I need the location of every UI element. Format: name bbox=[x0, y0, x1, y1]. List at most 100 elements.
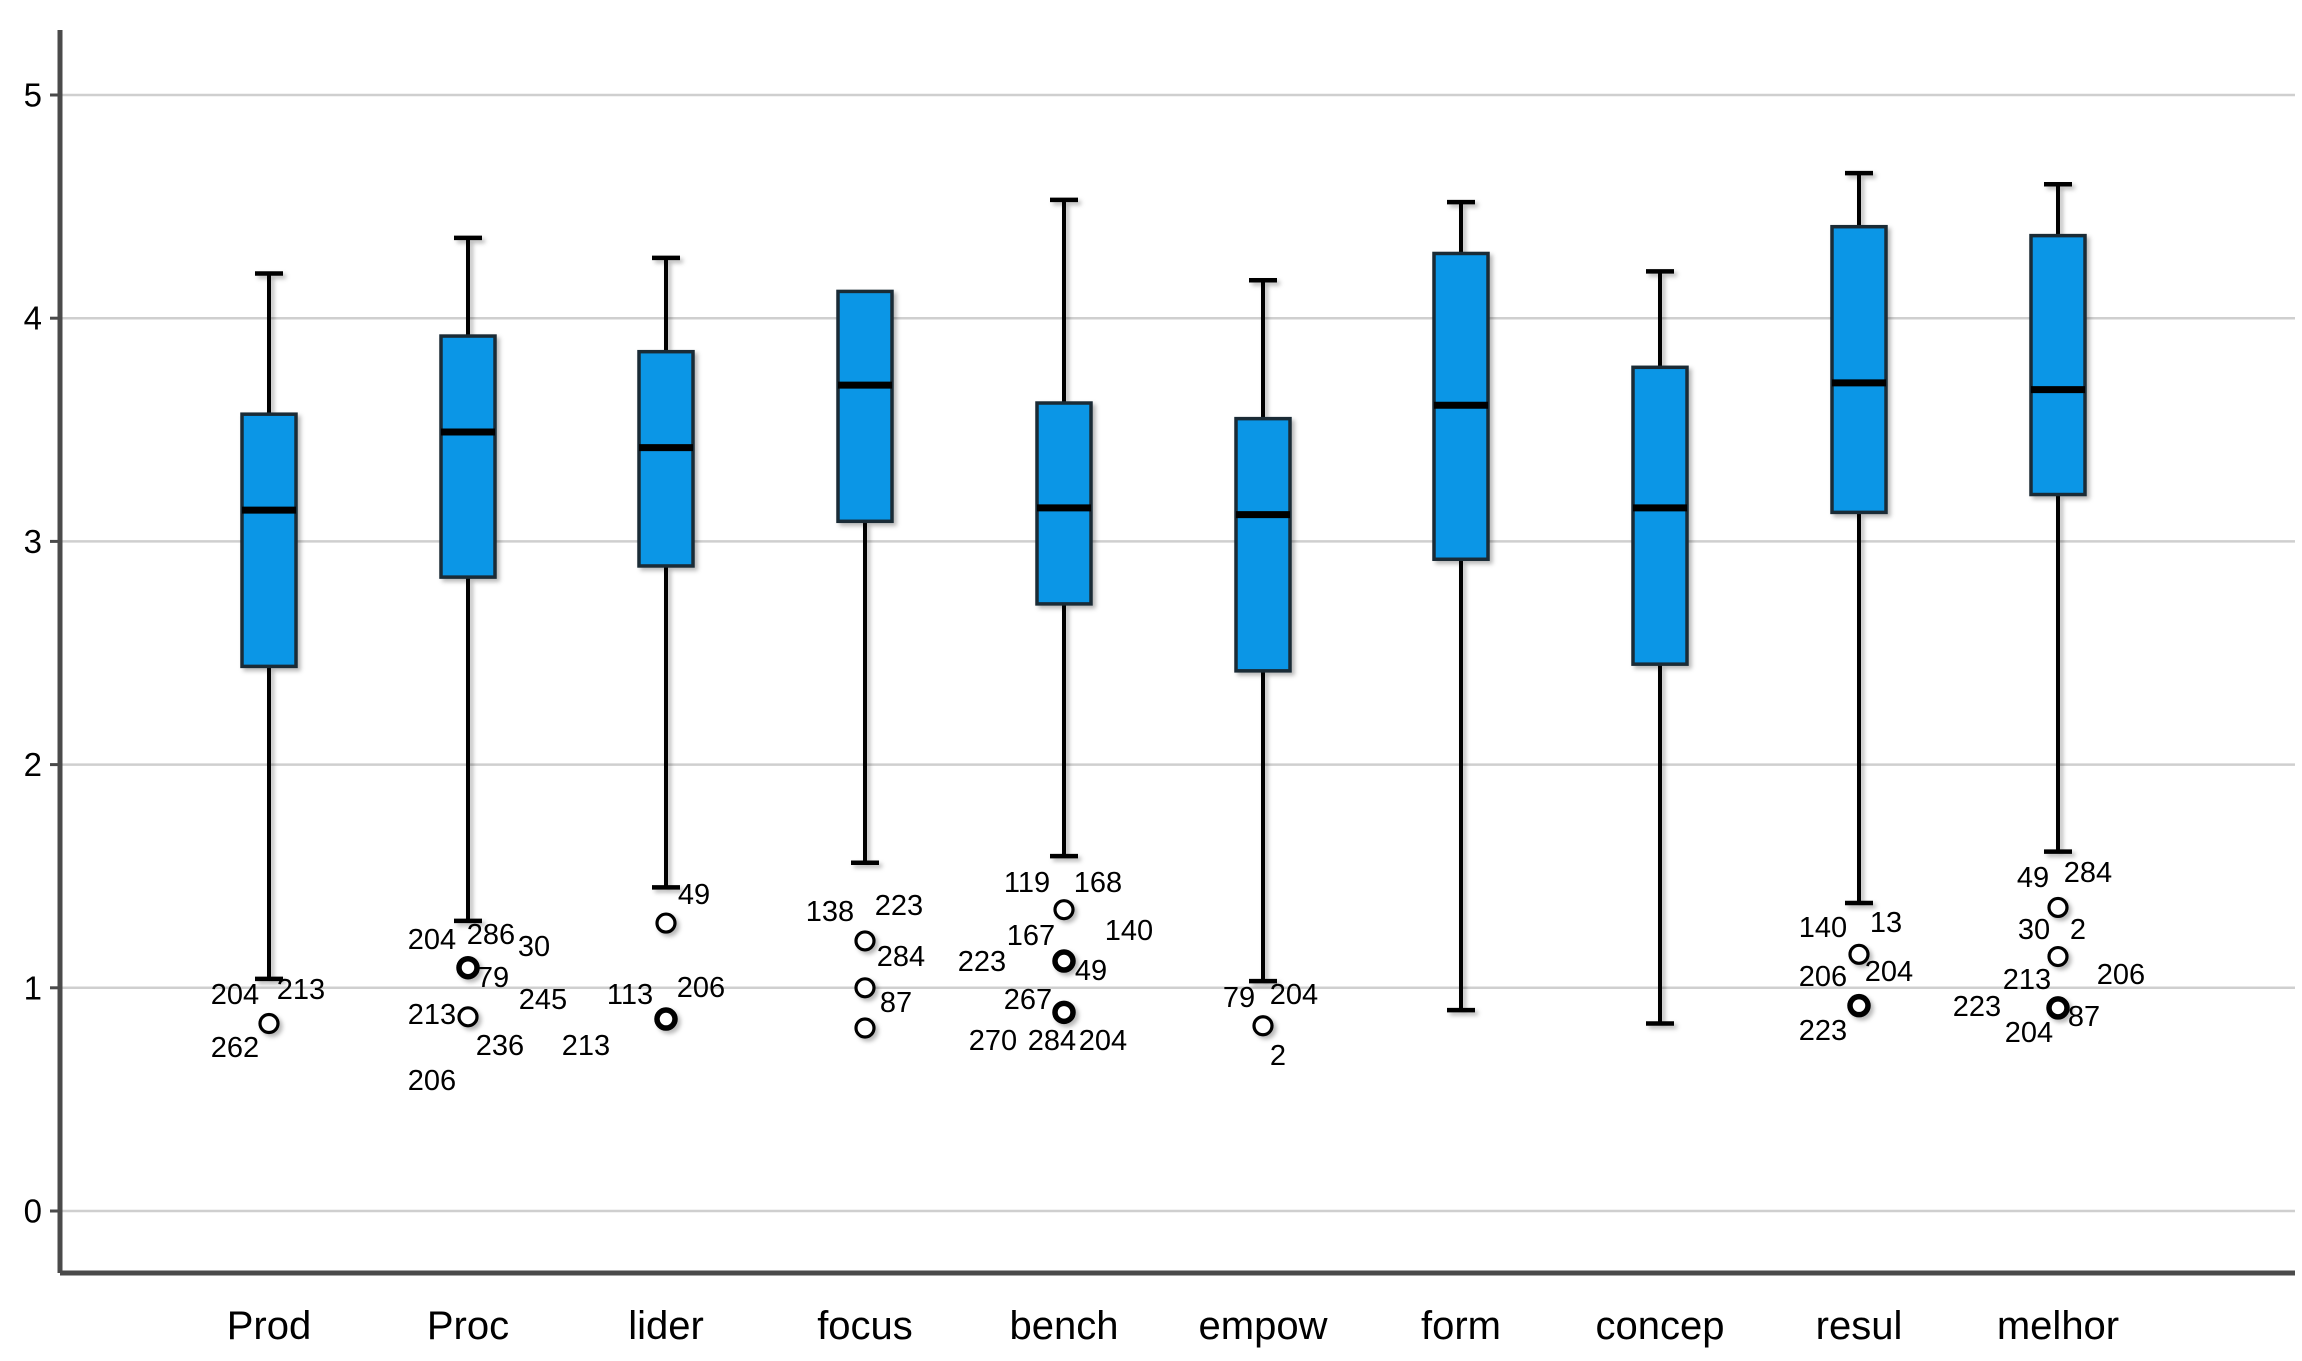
box bbox=[1234, 416, 1292, 673]
box bbox=[1631, 365, 1689, 666]
box-group-focus bbox=[836, 289, 894, 1039]
box-group-concep bbox=[1631, 269, 1689, 1026]
box bbox=[836, 289, 894, 524]
category-label-Proc: Proc bbox=[427, 1304, 509, 1348]
outlier-label: 30 bbox=[518, 931, 550, 963]
outlier-label: 49 bbox=[678, 879, 710, 911]
outlier-circle bbox=[457, 1006, 479, 1028]
outlier-label: 284 bbox=[2064, 857, 2112, 889]
outlier-label: 204 bbox=[1270, 979, 1318, 1011]
outlier-circle bbox=[2046, 996, 2070, 1020]
box bbox=[637, 349, 695, 568]
outlier-circle bbox=[1252, 1015, 1274, 1037]
outlier-label: 2 bbox=[2070, 914, 2086, 946]
category-label-form: form bbox=[1421, 1304, 1501, 1348]
outlier-label: 223 bbox=[875, 890, 923, 922]
outlier-circle bbox=[854, 1017, 876, 1039]
outlier-label: 167 bbox=[1007, 920, 1055, 952]
outlier-label: 204 bbox=[2005, 1017, 2053, 1049]
box-group-empow bbox=[1234, 278, 1292, 1037]
outlier-label: 140 bbox=[1799, 912, 1847, 944]
outlier-label: 270 bbox=[969, 1025, 1017, 1057]
outlier-label: 284 bbox=[1028, 1025, 1076, 1057]
outlier-circle bbox=[2047, 945, 2069, 968]
outlier-label: 206 bbox=[2097, 959, 2145, 991]
category-label-concep: concep bbox=[1596, 1304, 1725, 1348]
box bbox=[2029, 233, 2087, 497]
outlier-label: 223 bbox=[958, 946, 1006, 978]
outlier-label: 206 bbox=[408, 1065, 456, 1097]
box bbox=[439, 334, 497, 579]
outlier-label: 204 bbox=[211, 979, 259, 1011]
outlier-label: 223 bbox=[1799, 1015, 1847, 1047]
outlier-circle bbox=[2047, 896, 2069, 919]
outlier-circle bbox=[1052, 1000, 1076, 1025]
outlier-circle bbox=[1847, 993, 1871, 1018]
box-group-resul bbox=[1830, 170, 1888, 1018]
outlier-label: 79 bbox=[477, 962, 509, 994]
outlier-label: 206 bbox=[677, 972, 725, 1004]
y-tick-label: 2 bbox=[24, 746, 42, 783]
outlier-label: 213 bbox=[562, 1030, 610, 1062]
box-group-bench bbox=[1035, 197, 1093, 1025]
outlier-label: 49 bbox=[1075, 955, 1107, 987]
box-group-form bbox=[1432, 199, 1490, 1013]
outlier-label: 245 bbox=[519, 984, 567, 1016]
outlier-circle bbox=[854, 930, 876, 952]
outlier-label: 223 bbox=[1953, 991, 2001, 1023]
outlier-label: 262 bbox=[211, 1032, 259, 1064]
box bbox=[1830, 224, 1888, 515]
y-tick-label: 1 bbox=[24, 969, 42, 1006]
outlier-circle bbox=[258, 1012, 280, 1035]
category-label-bench: bench bbox=[1010, 1304, 1119, 1348]
outlier-label: 79 bbox=[1223, 982, 1255, 1014]
box-group-Proc bbox=[439, 235, 497, 1028]
outlier-label: 13 bbox=[1870, 907, 1902, 939]
outlier-label: 267 bbox=[1004, 984, 1052, 1016]
outlier-label: 2 bbox=[1270, 1040, 1286, 1072]
y-tick-label: 5 bbox=[24, 77, 42, 114]
outlier-label: 206 bbox=[1799, 961, 1847, 993]
outlier-label: 49 bbox=[2017, 862, 2049, 894]
outlier-label: 213 bbox=[277, 974, 325, 1006]
outlier-label: 87 bbox=[2068, 1001, 2100, 1033]
outlier-circle bbox=[654, 1007, 678, 1031]
outlier-label: 236 bbox=[476, 1030, 524, 1062]
outlier-label: 30 bbox=[2018, 914, 2050, 946]
y-tick-label: 4 bbox=[24, 300, 42, 337]
outlier-label: 204 bbox=[1865, 956, 1913, 988]
box bbox=[240, 412, 298, 669]
category-label-resul: resul bbox=[1816, 1304, 1903, 1348]
outlier-label: 87 bbox=[880, 987, 912, 1019]
outlier-label: 168 bbox=[1074, 867, 1122, 899]
outlier-label: 284 bbox=[877, 941, 925, 973]
outlier-circle bbox=[1848, 943, 1870, 965]
outlier-circle bbox=[456, 955, 480, 980]
outlier-circle bbox=[854, 977, 876, 999]
outlier-circle bbox=[655, 912, 677, 934]
outlier-label: 213 bbox=[408, 999, 456, 1031]
outlier-label: 204 bbox=[408, 924, 456, 956]
category-label-melhor: melhor bbox=[1997, 1304, 2119, 1348]
outlier-label: 113 bbox=[607, 979, 653, 1011]
outlier-label: 119 bbox=[1004, 867, 1050, 899]
box-group-lider bbox=[637, 255, 695, 1031]
y-tick-label: 3 bbox=[24, 523, 42, 560]
category-label-lider: lider bbox=[628, 1304, 704, 1348]
box-group-melhor bbox=[2029, 182, 2087, 1020]
outlier-label: 286 bbox=[467, 919, 515, 951]
outlier-label: 140 bbox=[1105, 915, 1153, 947]
y-tick-label: 0 bbox=[24, 1193, 42, 1230]
outlier-circle bbox=[1052, 949, 1076, 973]
box-group-Prod bbox=[240, 271, 298, 1035]
outlier-circle bbox=[1053, 899, 1075, 921]
category-label-focus: focus bbox=[817, 1304, 913, 1348]
category-label-empow: empow bbox=[1199, 1304, 1328, 1348]
box bbox=[1035, 401, 1093, 606]
category-label-Prod: Prod bbox=[227, 1304, 312, 1348]
outlier-label: 213 bbox=[2003, 964, 2051, 996]
outlier-label: 138 bbox=[806, 896, 854, 928]
outlier-label: 204 bbox=[1079, 1025, 1127, 1057]
